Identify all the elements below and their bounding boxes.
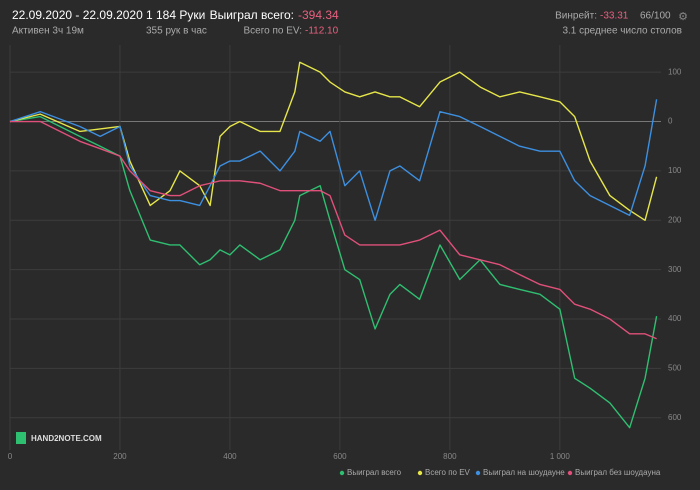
date-range: 22.09.2020 - 22.09.2020	[12, 8, 143, 22]
hands-per-hour: 355 рук в час	[146, 26, 207, 37]
logo-icon	[16, 432, 26, 444]
legend-marker	[567, 470, 573, 476]
legend-marker	[475, 470, 481, 476]
y-tick-label: 600	[668, 413, 682, 422]
y-tick-label: 100	[668, 67, 682, 76]
y-tick-label: 0	[668, 117, 673, 126]
won-label: Выиграл всего:	[210, 8, 294, 22]
won-value: -394.34	[298, 8, 339, 22]
logo: HAND2NOTE.COM	[31, 434, 102, 443]
y-tick-label: 200	[668, 215, 682, 224]
winrate-label: Винрейт:	[555, 11, 597, 22]
x-tick-label: 400	[223, 452, 237, 461]
x-tick-label: 600	[333, 452, 347, 461]
active-time: Активен 3ч 19м	[12, 26, 84, 37]
legend-label: Выиграл всего	[347, 468, 402, 477]
series-line	[9, 99, 658, 221]
winrate-unit: 66/100	[640, 11, 671, 22]
legend-label: Выиграл на шоудауне	[483, 468, 565, 477]
y-tick-label: 400	[668, 314, 682, 323]
tables: 3.1 среднее число столов	[562, 26, 682, 37]
ev-label: Всего по EV:	[243, 26, 302, 37]
legend-label: Выиграл без шоудауна	[575, 468, 661, 477]
legend-marker	[417, 470, 423, 476]
y-tick-label: 500	[668, 364, 682, 373]
x-tick-label: 200	[113, 452, 127, 461]
x-tick-label: 0	[8, 452, 13, 461]
x-tick-label: 1 000	[550, 452, 571, 461]
x-tick-label: 800	[443, 452, 457, 461]
settings-icon[interactable]: ⚙	[678, 11, 688, 23]
y-tick-label: 300	[668, 265, 682, 274]
legend-label: Всего по EV	[425, 468, 471, 477]
series-line	[9, 61, 658, 221]
legend-marker	[339, 470, 345, 476]
series-line	[9, 115, 658, 429]
y-tick-label: 100	[668, 166, 682, 175]
ev-value: -112.10	[305, 26, 339, 37]
hands: 1 184 Руки	[146, 8, 205, 22]
series-line	[10, 120, 657, 340]
winrate-value: -33.31	[600, 11, 629, 22]
